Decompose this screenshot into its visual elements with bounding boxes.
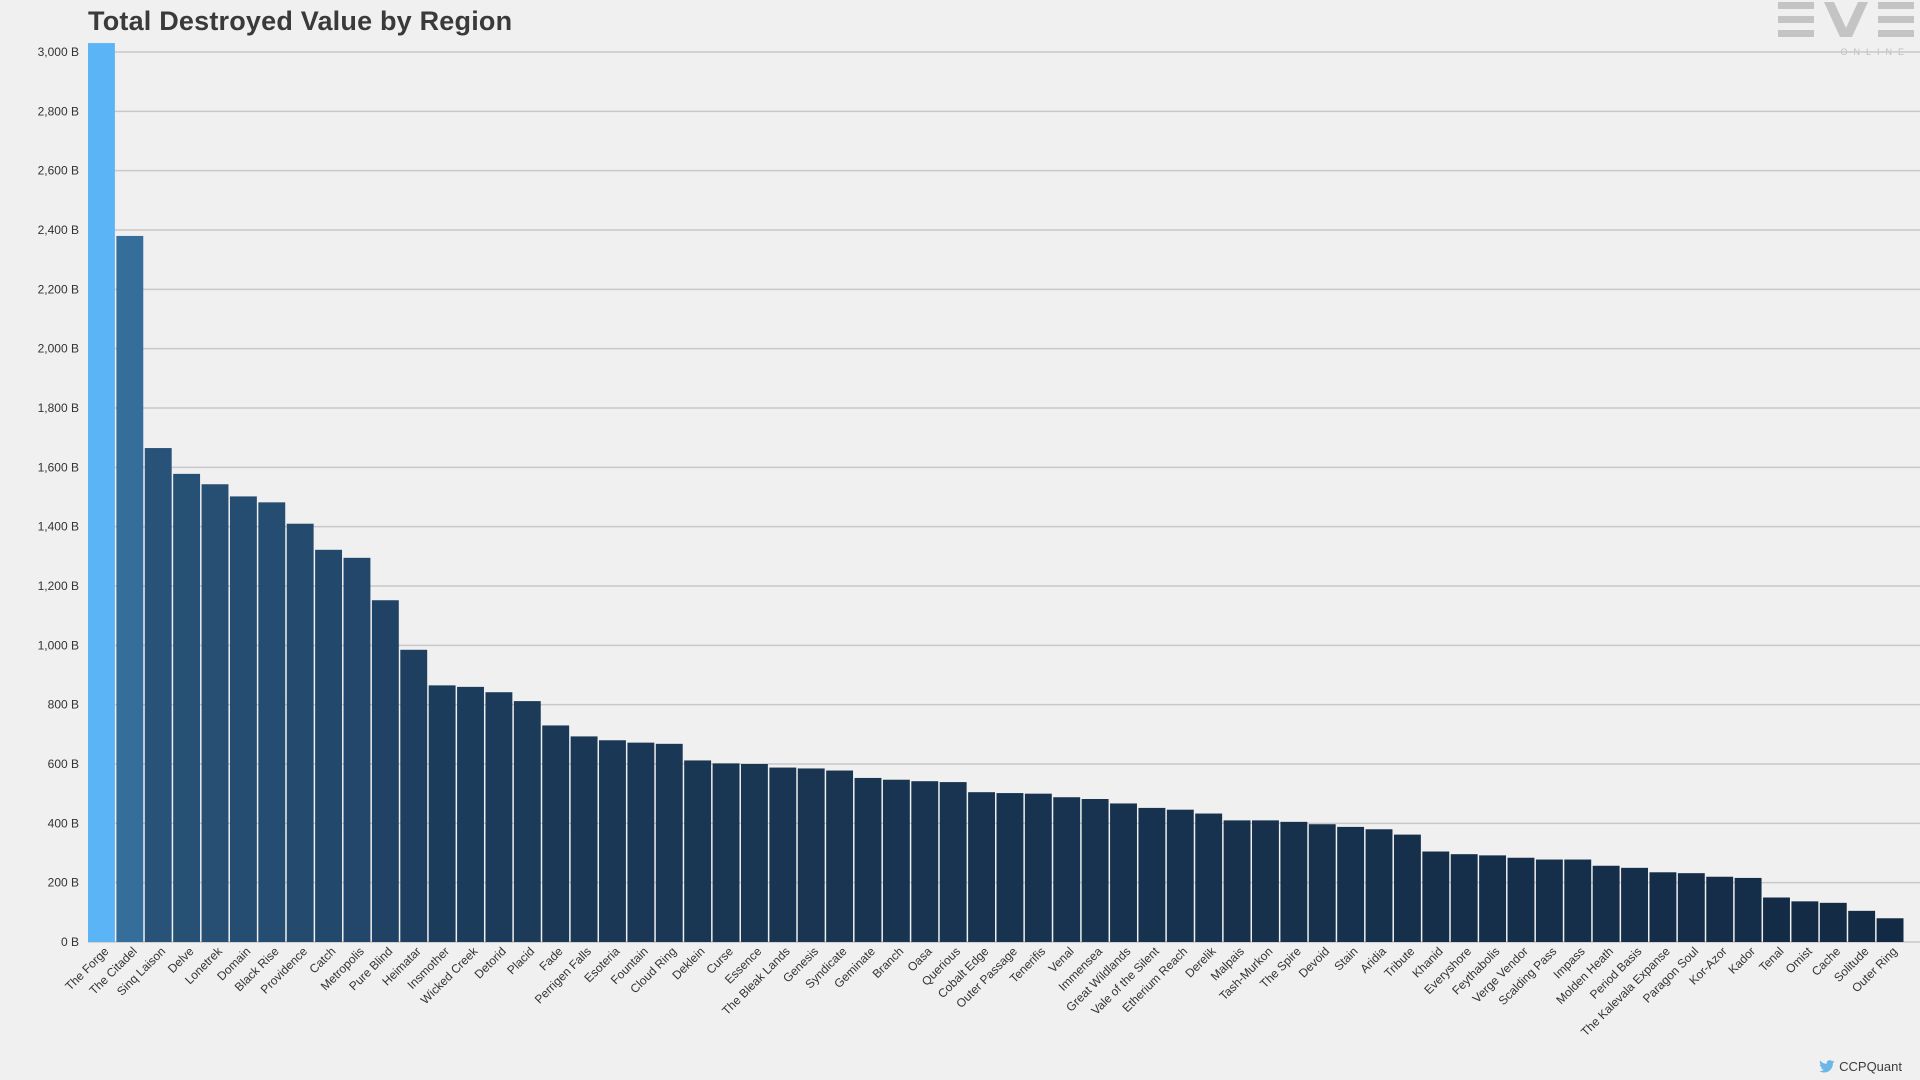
x-tick-label: Branch bbox=[870, 944, 907, 981]
bar bbox=[1649, 872, 1677, 942]
bar bbox=[1223, 820, 1251, 942]
x-tick-label: Placid bbox=[504, 944, 537, 977]
bar bbox=[286, 523, 314, 942]
bar bbox=[1195, 813, 1223, 942]
bar bbox=[1053, 797, 1081, 942]
chart-title: Total Destroyed Value by Region bbox=[88, 6, 513, 36]
bar bbox=[1819, 902, 1847, 942]
y-tick-label: 3,000 B bbox=[38, 45, 79, 59]
bar bbox=[797, 768, 825, 942]
bar bbox=[570, 736, 598, 942]
bar bbox=[1507, 857, 1535, 942]
bar bbox=[1450, 854, 1478, 942]
bar bbox=[1592, 865, 1620, 942]
bar bbox=[428, 685, 456, 942]
bar bbox=[968, 792, 995, 942]
bar bbox=[1337, 826, 1365, 942]
bar bbox=[1535, 859, 1563, 942]
bar bbox=[116, 235, 144, 942]
bar bbox=[1763, 897, 1790, 942]
bar bbox=[1138, 807, 1166, 942]
x-tick-label: Kador bbox=[1726, 944, 1759, 977]
bar bbox=[882, 779, 910, 942]
bar bbox=[88, 43, 115, 943]
y-tick-label: 1,800 B bbox=[38, 401, 79, 415]
bar bbox=[542, 725, 570, 942]
twitter-bird-icon bbox=[1819, 1060, 1835, 1073]
bar bbox=[1479, 855, 1507, 942]
bar bbox=[1564, 859, 1592, 942]
y-axis-ticks: 0 B 200 B 400 B 600 B 800 B 1,000 B 1,200 B 1,4… bbox=[38, 45, 79, 949]
credit-text: CCPQuant bbox=[1839, 1059, 1902, 1074]
bar bbox=[1791, 901, 1819, 942]
bar bbox=[1110, 803, 1137, 942]
y-tick-label: 800 B bbox=[48, 698, 79, 712]
y-tick-label: 2,000 B bbox=[38, 342, 79, 356]
bar bbox=[1677, 873, 1705, 942]
y-tick-label: 2,200 B bbox=[38, 282, 79, 296]
x-tick-label: Tenal bbox=[1756, 944, 1786, 974]
bar bbox=[740, 764, 768, 942]
bar bbox=[655, 743, 683, 942]
x-tick-label: Devoid bbox=[1296, 944, 1332, 980]
bar bbox=[400, 649, 428, 942]
y-tick-label: 2,600 B bbox=[38, 164, 79, 178]
bar bbox=[1393, 834, 1421, 942]
bar bbox=[599, 740, 626, 942]
bar bbox=[627, 742, 655, 942]
bar bbox=[1308, 824, 1336, 942]
bar bbox=[144, 448, 172, 942]
y-tick-label: 200 B bbox=[48, 876, 79, 890]
bar bbox=[513, 701, 541, 942]
bar bbox=[1848, 910, 1876, 942]
bar bbox=[1024, 793, 1052, 942]
bar bbox=[258, 502, 286, 942]
y-tick-label: 1,000 B bbox=[38, 638, 79, 652]
bar bbox=[996, 793, 1024, 942]
y-tick-label: 400 B bbox=[48, 816, 79, 830]
bar bbox=[854, 777, 882, 942]
bars bbox=[88, 43, 1904, 943]
bar bbox=[343, 557, 371, 942]
bar bbox=[1876, 918, 1904, 942]
bar bbox=[173, 473, 201, 942]
bar bbox=[1252, 820, 1279, 942]
bar bbox=[229, 496, 257, 942]
bar bbox=[1422, 851, 1450, 942]
y-tick-label: 600 B bbox=[48, 757, 79, 771]
bar bbox=[826, 770, 854, 942]
x-tick-label: Deklein bbox=[669, 944, 707, 982]
bar bbox=[1280, 821, 1308, 942]
bar bbox=[201, 484, 229, 942]
y-tick-label: 0 B bbox=[61, 935, 79, 949]
y-tick-label: 1,200 B bbox=[38, 579, 79, 593]
y-tick-label: 1,400 B bbox=[38, 520, 79, 534]
bar bbox=[315, 549, 343, 942]
bar bbox=[712, 763, 740, 942]
bar bbox=[1706, 876, 1734, 942]
bar bbox=[769, 767, 797, 942]
bar bbox=[1734, 877, 1762, 942]
bar bbox=[939, 782, 967, 942]
bar bbox=[371, 600, 399, 942]
bar bbox=[911, 781, 939, 942]
credit: CCPQuant bbox=[1819, 1059, 1902, 1074]
bar bbox=[684, 760, 712, 942]
x-tick-label: Detorid bbox=[472, 944, 509, 981]
y-tick-label: 2,400 B bbox=[38, 223, 79, 237]
y-tick-label: 1,600 B bbox=[38, 460, 79, 474]
bar bbox=[485, 692, 513, 942]
y-tick-label: 2,800 B bbox=[38, 104, 79, 118]
x-tick-label: Stain bbox=[1331, 944, 1360, 973]
bar bbox=[457, 686, 484, 942]
bar bbox=[1166, 809, 1194, 942]
bar bbox=[1621, 867, 1648, 942]
bar bbox=[1081, 799, 1109, 942]
bar bbox=[1365, 829, 1393, 942]
